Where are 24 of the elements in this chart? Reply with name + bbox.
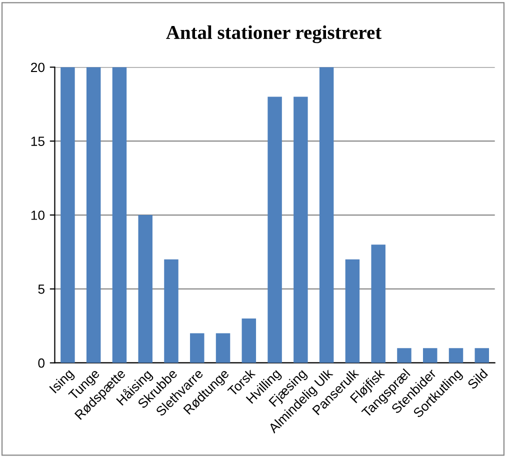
- y-tick-label: 15: [31, 136, 44, 146]
- bar: [164, 259, 178, 363]
- bar: [474, 348, 490, 363]
- y-tick-label: 0: [38, 358, 45, 368]
- y-tick-label: 20: [31, 62, 45, 72]
- bar: [112, 67, 127, 363]
- bar: [86, 67, 101, 363]
- chart-title: Antal stationer registreret: [166, 25, 382, 44]
- y-tick-label: 5: [38, 284, 44, 294]
- x-tick-label: Sild: [466, 368, 488, 390]
- bar: [242, 318, 256, 363]
- bar: [345, 259, 360, 363]
- bar: [422, 348, 438, 363]
- y-tick-label: 10: [31, 210, 45, 220]
- bar: [371, 244, 386, 363]
- bar: [60, 67, 75, 363]
- bar: [190, 333, 204, 363]
- bar: [448, 348, 464, 363]
- bar: [138, 215, 152, 363]
- bar: [319, 67, 334, 363]
- bar: [268, 96, 282, 363]
- bar: [294, 96, 308, 363]
- bar: [216, 333, 230, 363]
- bar: [397, 348, 412, 363]
